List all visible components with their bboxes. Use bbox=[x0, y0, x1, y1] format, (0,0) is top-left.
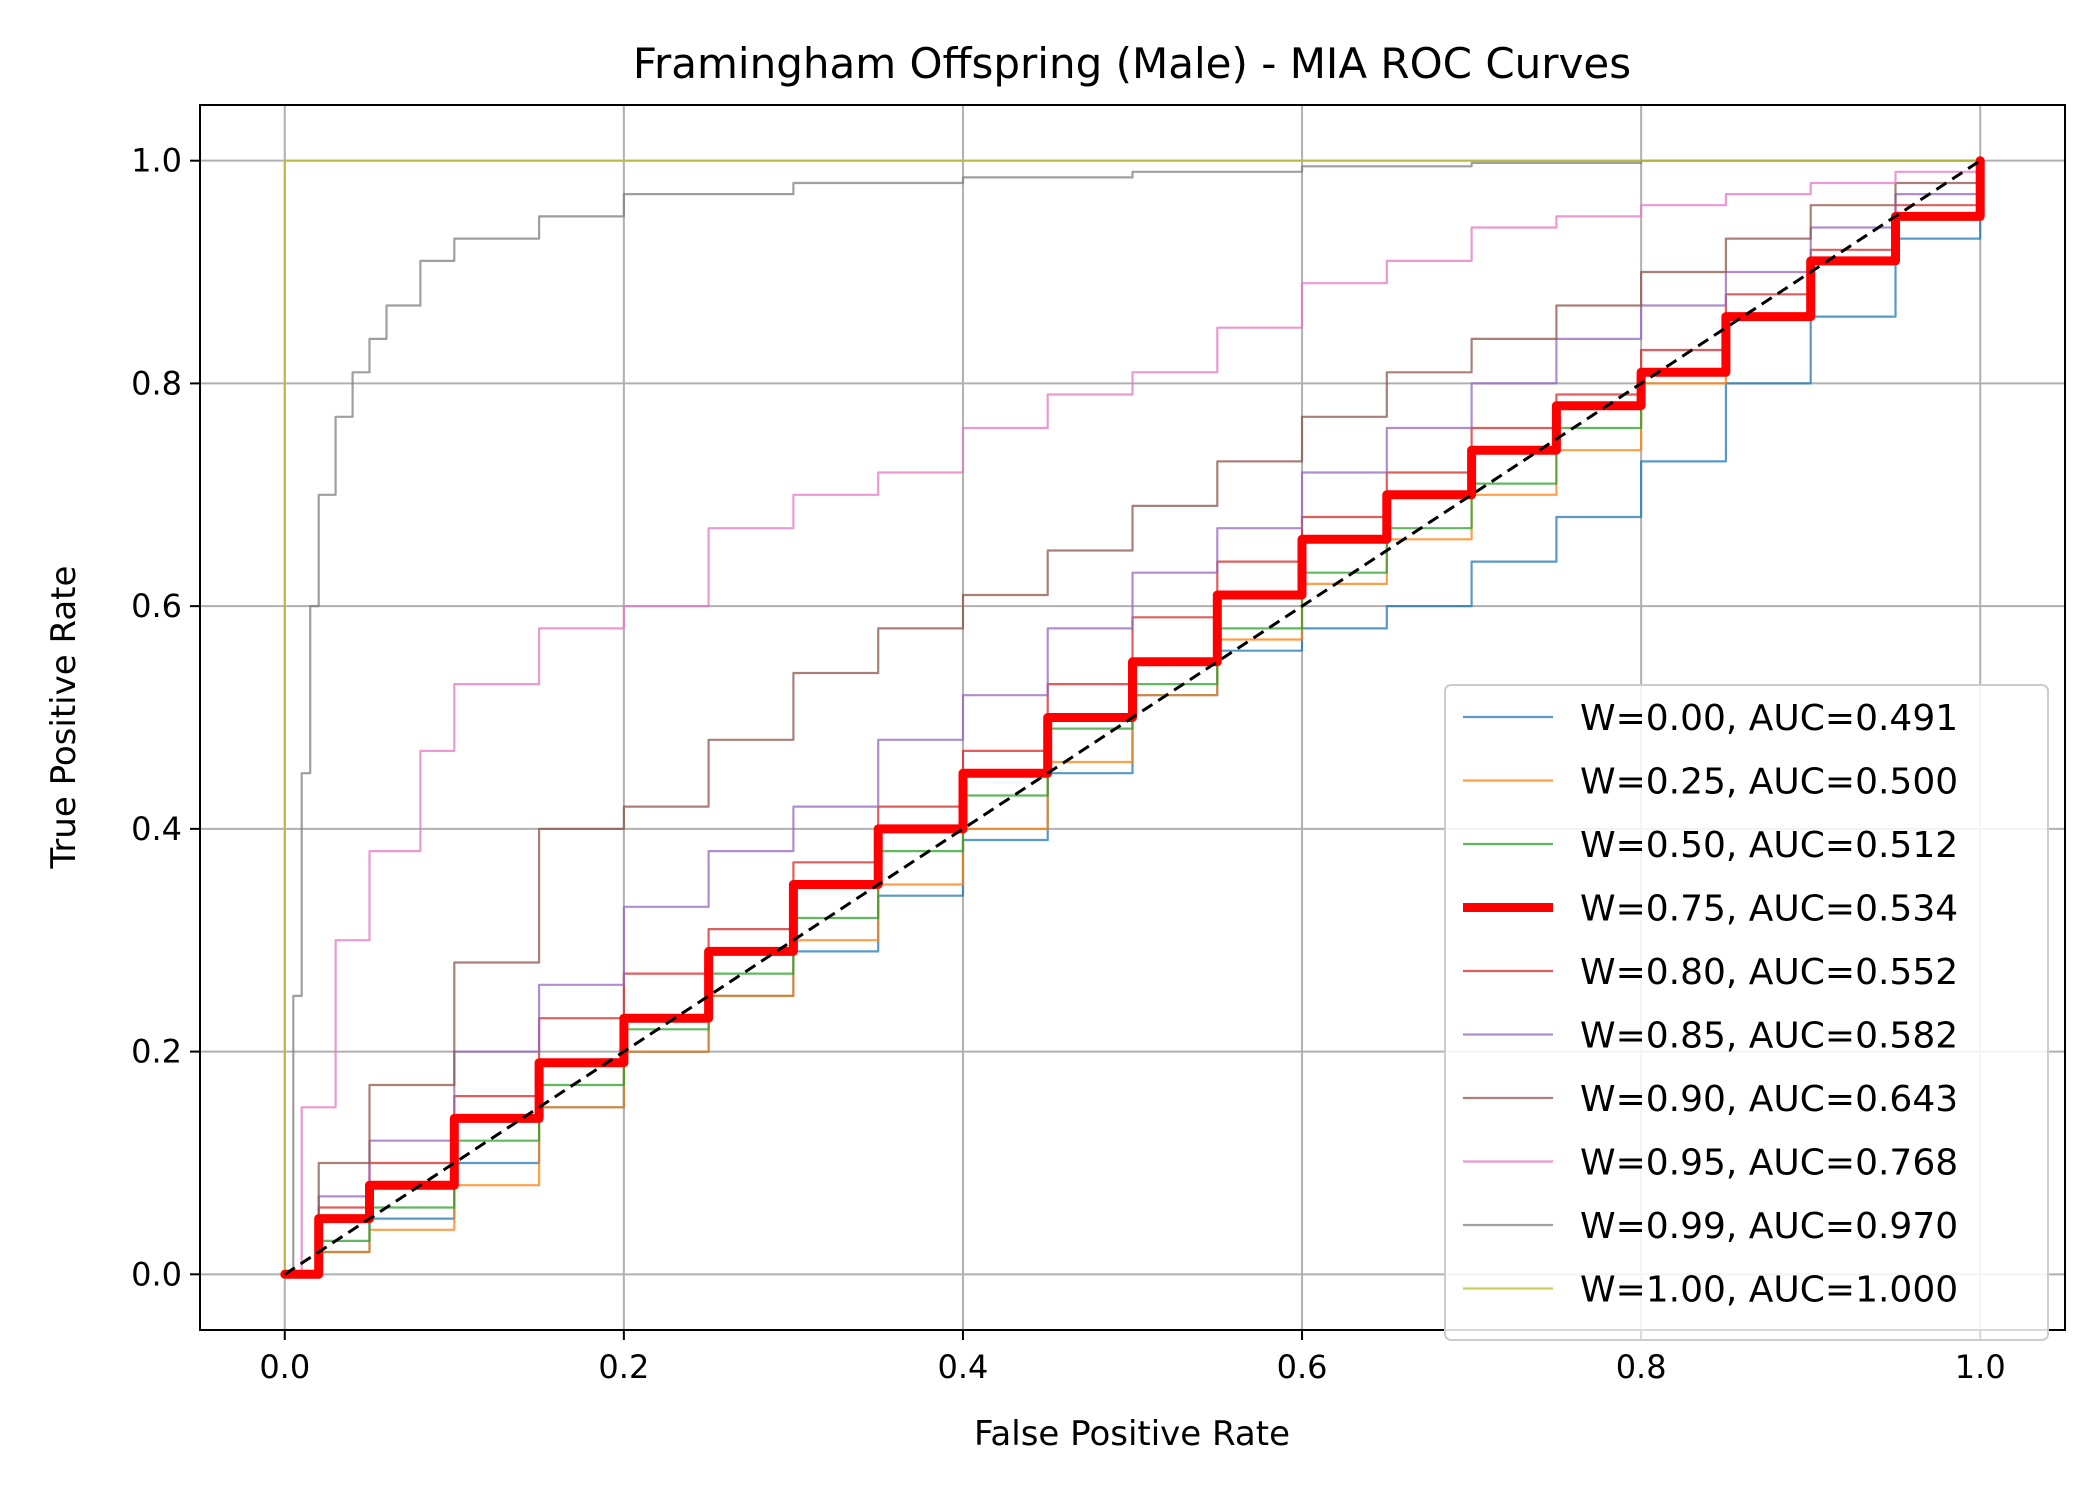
y-tick-label: 0.6 bbox=[131, 587, 182, 625]
y-tick-label: 0.0 bbox=[131, 1255, 182, 1293]
y-tick-label: 1.0 bbox=[131, 142, 182, 180]
legend-entry: W=1.00, AUC=1.000 bbox=[1580, 1270, 1958, 1311]
x-tick-label: 1.0 bbox=[1955, 1348, 2006, 1386]
plot-frame bbox=[199, 104, 2066, 1331]
legend-entry: W=0.75, AUC=0.534 bbox=[1580, 889, 1958, 930]
legend-entry: W=0.90, AUC=0.643 bbox=[1580, 1079, 1958, 1120]
x-tick-label: 0.6 bbox=[1277, 1348, 1328, 1386]
legend-entry: W=0.25, AUC=0.500 bbox=[1580, 762, 1958, 803]
roc-curve-w-0.90 bbox=[283, 159, 1982, 1276]
roc-curve-w-0.25 bbox=[283, 159, 1982, 1276]
roc-curve-w-0.99 bbox=[283, 159, 1982, 1276]
chart-title: Framingham Offspring (Male) - MIA ROC Cu… bbox=[633, 39, 1631, 88]
legend-entry: W=0.95, AUC=0.768 bbox=[1580, 1143, 1958, 1184]
legend-entry: W=0.00, AUC=0.491 bbox=[1580, 698, 1958, 739]
roc-curve-w-0.95 bbox=[283, 159, 1982, 1276]
x-tick-label: 0.4 bbox=[938, 1348, 989, 1386]
y-axis-label: True Positive Rate bbox=[44, 566, 84, 870]
chance-diagonal-line bbox=[283, 159, 1982, 1276]
roc-curve-w-0.85 bbox=[283, 159, 1982, 1276]
legend-entry: W=0.99, AUC=0.970 bbox=[1580, 1206, 1958, 1247]
legend: W=0.00, AUC=0.491 W=0.25, AUC=0.500 W=0.50… bbox=[1444, 684, 2049, 1341]
ticks: 0.0 0.2 0.4 0.6 0.8 1.0 0.0 0.2 0.4 0.6 0.8 1.0 bbox=[131, 142, 2006, 1386]
series-lines bbox=[280, 156, 1985, 1279]
x-tick-label: 0.2 bbox=[598, 1348, 649, 1386]
roc-curve-w-1.00 bbox=[283, 159, 1982, 1276]
x-tick-label: 0.8 bbox=[1616, 1348, 1667, 1386]
x-tick-label: 0.0 bbox=[259, 1348, 310, 1386]
legend-entry: W=0.85, AUC=0.582 bbox=[1580, 1016, 1958, 1057]
legend-entry: W=0.80, AUC=0.552 bbox=[1580, 952, 1958, 993]
legend-entry: W=0.50, AUC=0.512 bbox=[1580, 825, 1958, 866]
legend-box bbox=[1444, 684, 2049, 1341]
y-tick-label: 0.8 bbox=[131, 364, 182, 402]
y-tick-label: 0.4 bbox=[131, 810, 182, 848]
y-tick-label: 0.2 bbox=[131, 1033, 182, 1071]
x-axis-label: False Positive Rate bbox=[974, 1414, 1290, 1454]
